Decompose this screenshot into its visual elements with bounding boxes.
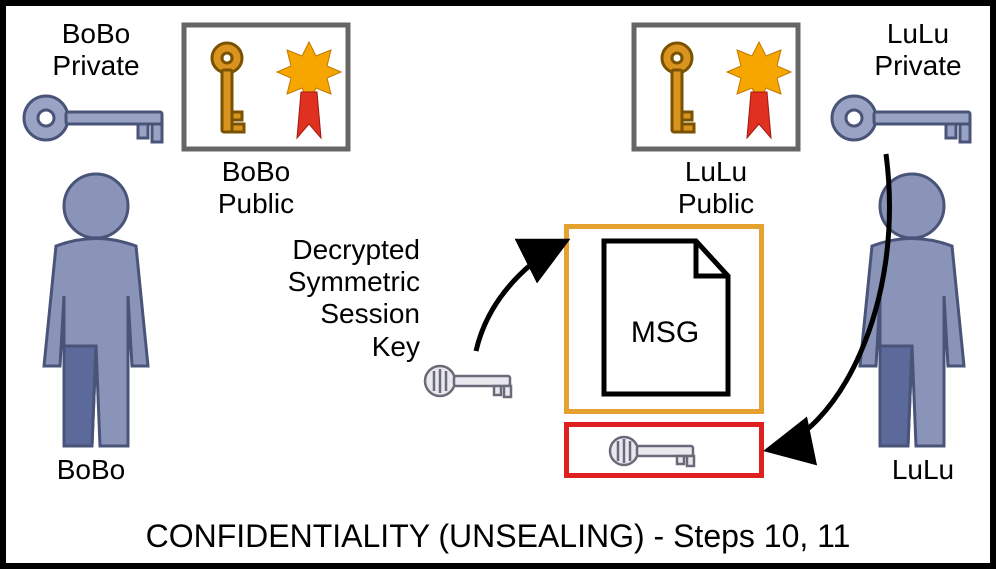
arrow-private-to-keybox xyxy=(768,154,889,450)
text: CONFIDENTIALITY (UNSEALING) - Steps 10, … xyxy=(146,518,851,554)
diagram-caption: CONFIDENTIALITY (UNSEALING) - Steps 10, … xyxy=(6,518,990,555)
diagram-canvas: BoBoPrivate LuLuPrivate BoBoPublic LuLuP… xyxy=(0,0,996,569)
arrow-session-to-msg xyxy=(476,241,566,351)
arrows-overlay xyxy=(6,6,990,563)
